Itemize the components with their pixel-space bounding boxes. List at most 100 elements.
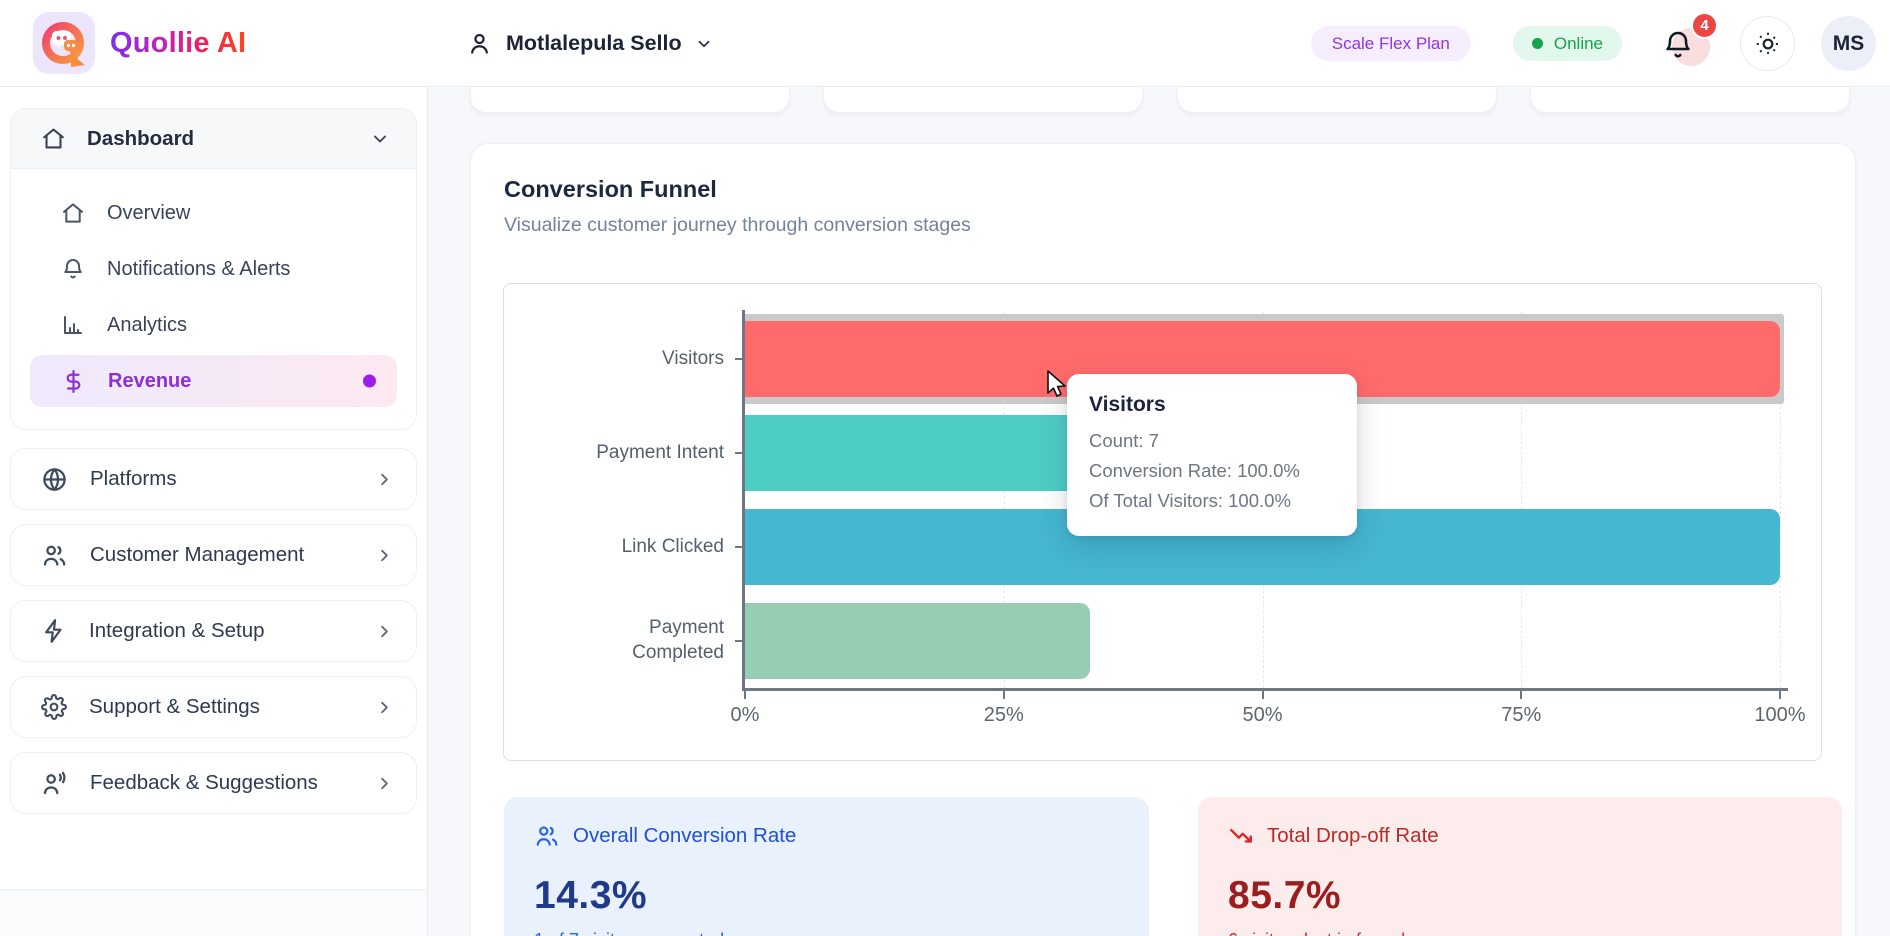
stat-header: Total Drop-off Rate	[1228, 823, 1812, 849]
chevron-right-icon	[381, 473, 388, 485]
tooltip-title: Visitors	[1089, 393, 1166, 416]
sidebar-item-label: Revenue	[108, 369, 192, 392]
dashboard-submenu: Overview Notifications & Alerts Analytic…	[11, 169, 416, 429]
sidebar-item-customer-management[interactable]: Customer Management	[10, 524, 417, 586]
users-icon	[41, 542, 68, 569]
sidebar-item-integration-setup[interactable]: Integration & Setup	[10, 600, 417, 662]
dollar-icon	[61, 369, 86, 394]
online-dot	[1531, 38, 1543, 49]
mouse-cursor	[1047, 370, 1066, 397]
home-icon	[61, 201, 85, 225]
x-axis-label: 100%	[1754, 704, 1806, 726]
y-axis-tick	[735, 546, 743, 548]
tooltip-count: Count: 7	[1089, 430, 1159, 451]
workspace-name: Motlalepula Sello	[506, 31, 682, 55]
sidebar-item-label: Customer Management	[90, 543, 305, 566]
chevron-right-icon	[381, 625, 388, 637]
x-axis-label: 0%	[730, 704, 760, 726]
summary-card-partial	[1530, 87, 1850, 113]
stat-subtext: 6 visitors lost in funnel	[1228, 930, 1812, 936]
zap-icon	[41, 618, 67, 644]
funnel-bar-row	[745, 594, 1780, 688]
chevron-right-icon	[381, 777, 388, 789]
summary-card-partial	[823, 87, 1143, 113]
bell-icon	[61, 257, 85, 281]
chevron-down-icon	[374, 135, 386, 142]
online-status-badge: Online	[1512, 26, 1622, 61]
sidebar-item-label: Overview	[107, 201, 191, 224]
y-axis-line	[742, 310, 745, 691]
stat-subtext: 1 of 7 visitors converted	[534, 930, 1119, 936]
sidebar-item-analytics[interactable]: Analytics	[11, 299, 416, 351]
active-indicator-dot	[363, 374, 376, 388]
chevron-right-icon	[381, 701, 388, 713]
sidebar-item-label: Platforms	[90, 467, 177, 490]
online-label: Online	[1553, 33, 1603, 53]
stat-title: Overall Conversion Rate	[573, 824, 797, 847]
card-subtitle: Visualize customer journey through conve…	[504, 214, 971, 236]
chart-tooltip: Visitors Count: 7 Conversion Rate: 100.0…	[1067, 374, 1357, 536]
sidebar-item-label: Analytics	[107, 313, 188, 336]
sidebar-item-label: Integration & Setup	[89, 619, 265, 642]
y-axis-tick	[735, 452, 743, 454]
grid-line	[1780, 312, 1781, 688]
y-axis-label: Payment Intent	[596, 441, 724, 463]
x-axis-tick	[1779, 691, 1781, 699]
sun-icon	[1756, 32, 1779, 55]
funnel-chart: Visitors Payment Intent Link Clicked Paymen…	[503, 283, 1822, 761]
x-axis-tick	[1002, 691, 1005, 699]
brand-name: Quollie AI	[110, 26, 247, 59]
sidebar-item-revenue[interactable]: Revenue	[30, 355, 397, 407]
sidebar-item-overview[interactable]: Overview	[11, 187, 416, 239]
conversion-funnel-card: Conversion Funnel Visualize customer jou…	[470, 143, 1856, 936]
x-axis-tick	[744, 691, 746, 699]
x-axis-label: 75%	[1501, 704, 1542, 726]
summary-card-partial	[1177, 87, 1497, 113]
funnel-bar[interactable]	[745, 603, 1090, 679]
brand-logo[interactable]: Quollie AI	[33, 12, 246, 74]
sidebar: Dashboard Overview Notifications & Alert…	[0, 87, 428, 890]
sidebar-item-dashboard[interactable]: Dashboard	[11, 109, 416, 169]
notifications-button[interactable]: 4	[1662, 11, 1718, 70]
y-axis-tick	[735, 358, 743, 360]
overall-conversion-rate-card: Overall Conversion Rate 14.3% 1 of 7 vis…	[504, 797, 1149, 936]
stat-title: Total Drop-off Rate	[1267, 824, 1439, 847]
users-icon	[536, 826, 558, 846]
notification-count-badge: 4	[1691, 11, 1718, 39]
home-icon	[41, 126, 66, 151]
grid-line	[1003, 312, 1005, 688]
total-drop-off-rate-card: Total Drop-off Rate 85.7% 6 visitors los…	[1198, 797, 1842, 936]
bell-icon	[1666, 31, 1690, 57]
theme-toggle-button[interactable]	[1740, 16, 1795, 71]
sidebar-item-platforms[interactable]: Platforms	[10, 448, 417, 510]
x-axis-tick	[1520, 691, 1523, 699]
sidebar-item-support-settings[interactable]: Support & Settings	[10, 676, 417, 738]
card-title: Conversion Funnel	[504, 176, 717, 202]
header-actions: Scale Flex Plan Online 4 MS	[1310, 0, 1880, 87]
avatar[interactable]: MS	[1821, 16, 1876, 71]
x-axis-label: 25%	[983, 704, 1024, 726]
x-axis-label: 50%	[1242, 704, 1283, 726]
x-axis-line	[742, 688, 1788, 691]
sidebar-item-feedback-suggestions[interactable]: Feedback & Suggestions	[10, 752, 417, 814]
grid-line	[1521, 312, 1523, 688]
y-axis-tick	[735, 640, 743, 642]
globe-icon	[41, 466, 68, 493]
gear-icon	[41, 694, 67, 720]
bar-chart-icon	[61, 313, 85, 337]
user-icon	[471, 33, 488, 54]
stat-header: Overall Conversion Rate	[534, 823, 1119, 849]
chevron-right-icon	[381, 549, 388, 561]
summary-card-partial	[470, 87, 790, 113]
plan-badge: Scale Flex Plan	[1310, 26, 1471, 61]
user-voice-icon	[41, 770, 68, 797]
sidebar-item-label: Dashboard	[87, 126, 195, 150]
y-axis-label: Visitors	[662, 347, 724, 369]
y-axis-label: Payment Completed	[632, 617, 724, 663]
sidebar-item-label: Notifications & Alerts	[107, 257, 291, 280]
workspace-selector[interactable]: Motlalepula Sello	[466, 0, 713, 87]
top-header: Quollie AI Motlalepula Sello Scale Flex …	[0, 0, 1890, 87]
tooltip-total: Of Total Visitors: 100.0%	[1089, 489, 1291, 511]
sidebar-item-notifications-alerts[interactable]: Notifications & Alerts	[11, 243, 416, 295]
